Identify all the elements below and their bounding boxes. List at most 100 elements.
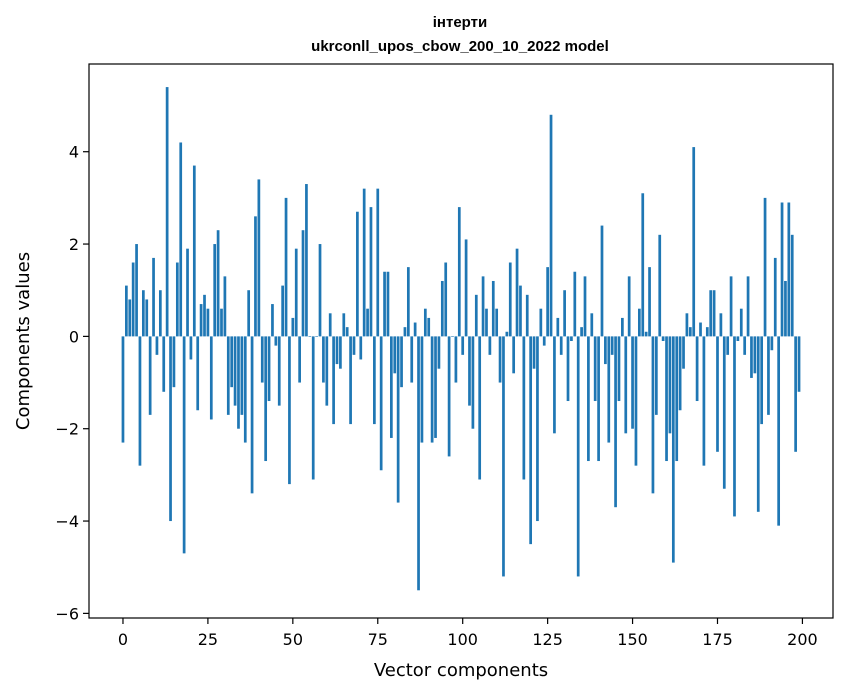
- bar: [641, 193, 645, 337]
- bar: [155, 336, 159, 355]
- bar: [553, 336, 556, 434]
- bar: [196, 336, 200, 411]
- x-tick-label: 125: [532, 630, 563, 649]
- bar: [352, 336, 356, 355]
- x-tick-label: 100: [447, 630, 478, 649]
- bar: [454, 336, 458, 383]
- bar: [583, 276, 587, 337]
- bar: [491, 280, 495, 337]
- bar: [148, 336, 152, 415]
- bar: [536, 336, 539, 522]
- bar: [539, 308, 543, 337]
- bars-group: [121, 87, 801, 591]
- bar: [423, 308, 427, 337]
- y-tick-label: −2: [55, 420, 79, 439]
- bar: [648, 267, 651, 337]
- bar: [420, 336, 424, 443]
- chart-title-line-2: ukrconll_upos_cbow_200_10_2022 model: [311, 38, 609, 55]
- bar: [254, 216, 257, 337]
- bar: [658, 234, 662, 337]
- bar: [726, 336, 730, 355]
- bar: [519, 285, 522, 337]
- bar: [451, 336, 454, 337]
- bar: [192, 165, 196, 337]
- bar: [342, 313, 346, 337]
- bar: [661, 336, 665, 341]
- bar: [784, 280, 787, 337]
- bar: [158, 290, 162, 337]
- bar: [573, 271, 577, 337]
- bar: [566, 336, 570, 402]
- bar: [624, 336, 628, 434]
- x-axis: 0 25 50 75 100 125 150 175 200: [118, 618, 818, 649]
- bar: [257, 179, 261, 337]
- bar: [141, 290, 145, 337]
- bar: [284, 197, 288, 337]
- bar: [471, 336, 475, 429]
- bar: [220, 308, 223, 337]
- bar: [383, 271, 386, 337]
- bar: [668, 336, 672, 434]
- bar: [488, 336, 492, 355]
- bar: [604, 336, 607, 365]
- bar: [169, 336, 172, 522]
- bar: [186, 248, 189, 337]
- bar: [746, 276, 750, 337]
- bar: [688, 327, 692, 337]
- bar: [529, 336, 533, 545]
- bar: [379, 336, 383, 471]
- y-tick-label: 0: [69, 327, 79, 346]
- bar: [328, 313, 332, 337]
- bar: [240, 336, 244, 415]
- bar: [743, 336, 747, 355]
- bar: [362, 188, 366, 337]
- bar: [145, 299, 149, 337]
- bar: [125, 285, 128, 337]
- bar: [288, 336, 291, 485]
- bar: [675, 336, 679, 462]
- bar: [627, 276, 631, 337]
- bar: [209, 336, 213, 420]
- x-tick-label: 50: [283, 630, 303, 649]
- bar: [559, 336, 563, 355]
- bar: [753, 336, 757, 374]
- bar: [447, 336, 451, 457]
- bar: [376, 188, 380, 337]
- bar: [682, 336, 685, 369]
- bar: [315, 336, 318, 337]
- bar: [260, 336, 264, 383]
- chart-title-line-1: інтерти: [433, 14, 487, 31]
- bar: [481, 276, 485, 337]
- bar: [532, 336, 536, 369]
- bar: [373, 336, 376, 425]
- bar: [121, 336, 125, 443]
- bar: [413, 322, 417, 337]
- bar: [322, 336, 325, 383]
- bar: [610, 336, 614, 355]
- bar: [797, 336, 801, 392]
- y-axis-label: Components values: [13, 252, 34, 430]
- bar: [502, 336, 505, 577]
- bar: [250, 336, 254, 494]
- bar: [621, 317, 624, 337]
- bar: [162, 336, 166, 392]
- bar: [233, 336, 237, 406]
- bar: [702, 336, 706, 466]
- bar: [128, 299, 132, 337]
- bar: [692, 147, 696, 337]
- bar: [237, 336, 240, 429]
- x-tick-label: 25: [198, 630, 218, 649]
- bar: [427, 317, 431, 337]
- bar: [271, 304, 274, 337]
- bar: [366, 308, 369, 337]
- bar: [773, 257, 777, 337]
- bar: [770, 336, 774, 351]
- bar: [790, 234, 794, 337]
- bar: [525, 294, 529, 337]
- bar: [349, 336, 352, 425]
- bar: [332, 336, 335, 425]
- bar: [359, 336, 363, 360]
- bar: [651, 336, 655, 494]
- bar: [406, 267, 410, 337]
- bar: [729, 276, 733, 337]
